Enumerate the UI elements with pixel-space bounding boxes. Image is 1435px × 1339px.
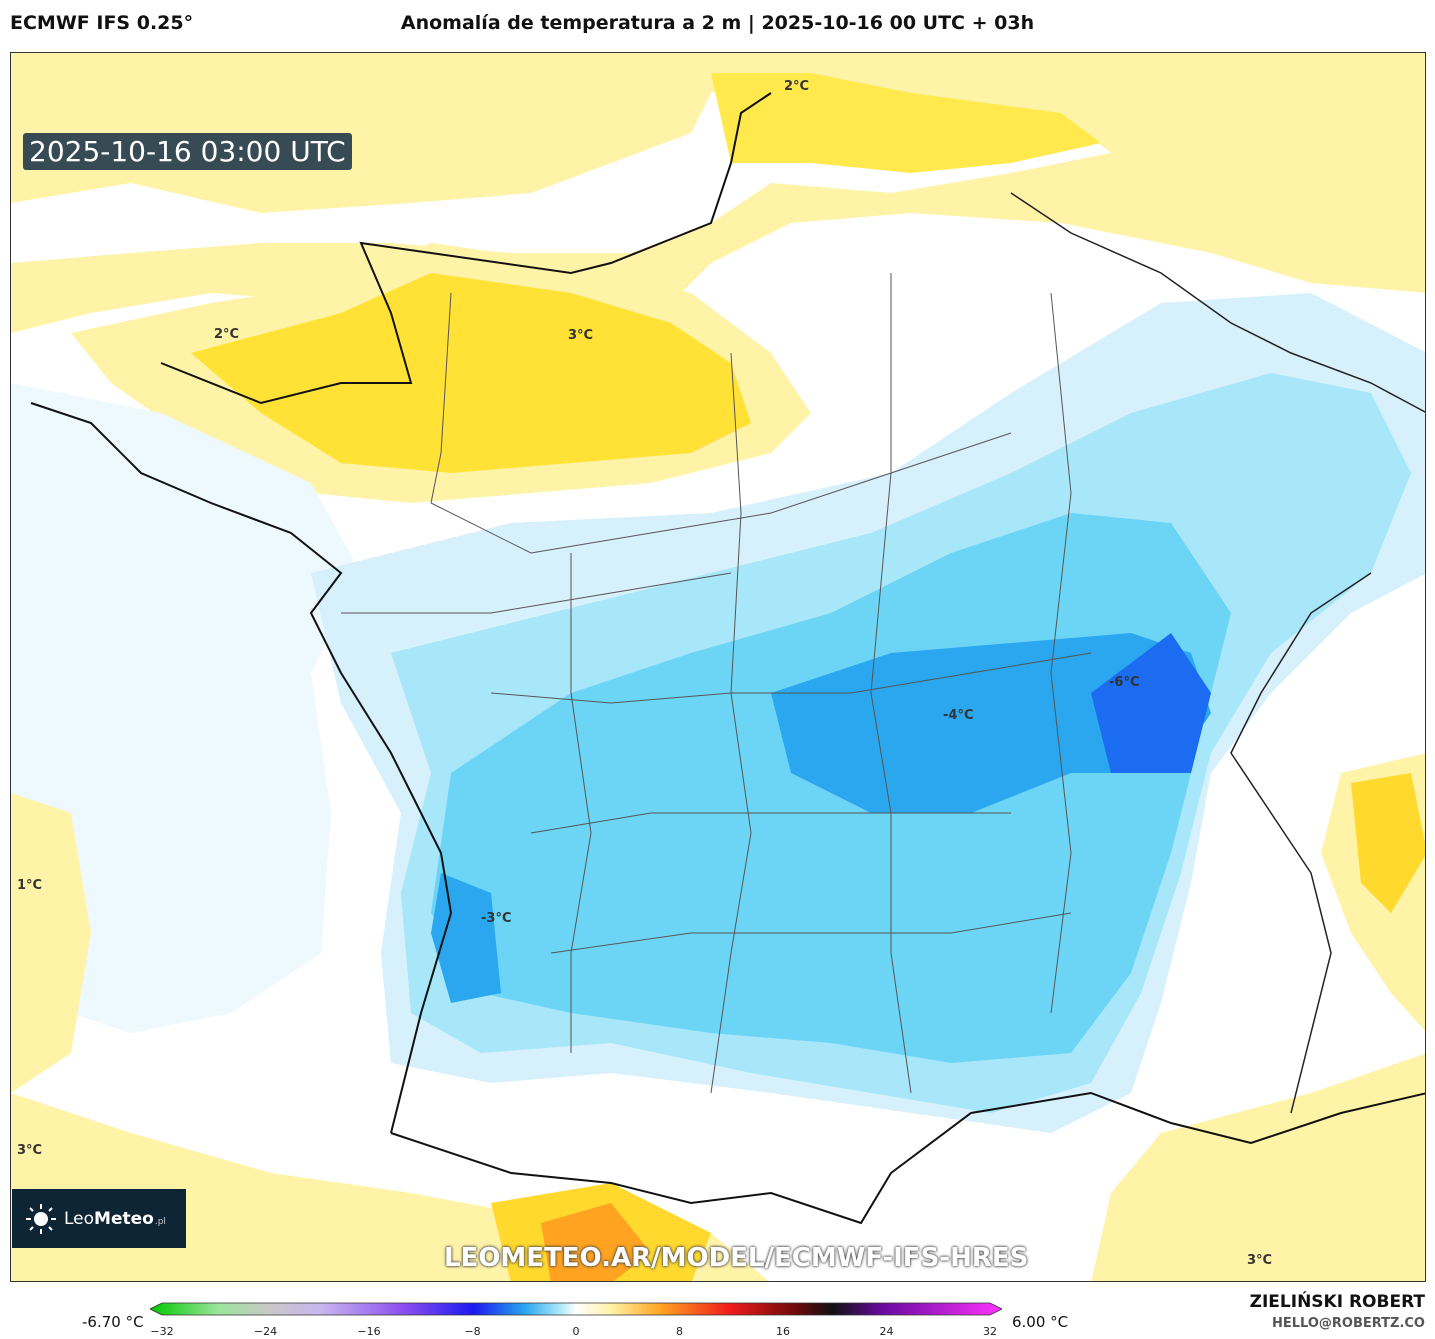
anomaly-map — [11, 53, 1425, 1281]
contour-label: 2°C — [214, 327, 240, 342]
colorbar-tick-label: −24 — [253, 1325, 278, 1338]
colorbar-tick-label: 0 — [572, 1325, 580, 1338]
contour-label: 2°C — [784, 79, 810, 94]
scale-min-value: -6.70 °C — [82, 1313, 144, 1331]
colorbar-tick-label: 32 — [983, 1325, 997, 1338]
colorbar-tick-label: −8 — [464, 1325, 481, 1338]
colorbar-tick-label: 24 — [879, 1325, 894, 1338]
contour-label: -4°C — [943, 708, 974, 723]
author-email[interactable]: HELLO@ROBERTZ.CO — [1271, 1316, 1425, 1331]
url-watermark: LEOMETEO.AR/MODEL/ECMWF-IFS-HRES — [444, 1243, 1029, 1273]
contour-label: 1°C — [17, 878, 43, 893]
colorbar-tick-label: −16 — [357, 1325, 381, 1338]
valid-time-label: 2025-10-16 03:00 UTC — [23, 133, 352, 170]
sun-icon — [26, 1203, 56, 1234]
colorbar-tick-label: 16 — [776, 1325, 790, 1338]
contour-label: 3°C — [17, 1143, 43, 1158]
leometeo-logo[interactable]: LeoMeteo .pl — [12, 1189, 186, 1248]
logo-suffix: .pl — [154, 1216, 166, 1227]
model-title: ECMWF IFS 0.25° — [10, 12, 194, 34]
contour-label: -3°C — [481, 911, 512, 926]
contour-label: 3°C — [568, 328, 594, 343]
scale-max-value: 6.00 °C — [1012, 1313, 1069, 1331]
colorbar-tick-label: 8 — [676, 1325, 683, 1338]
contour-label: -6°C — [1109, 675, 1140, 690]
contour-label: 3°C — [1247, 1253, 1273, 1268]
colorbar-tick-label: −32 — [150, 1325, 174, 1338]
logo-text: LeoMeteo — [64, 1208, 154, 1229]
map-panel[interactable]: 2025-10-16 03:00 UTC 2°C 2°C 3°C 1°C -3°… — [10, 52, 1426, 1282]
author-name: ZIELIŃSKI ROBERT — [1249, 1292, 1425, 1312]
colorbar — [150, 1302, 1002, 1316]
chart-title: Anomalía de temperatura a 2 m | 2025-10-… — [400, 12, 1035, 34]
